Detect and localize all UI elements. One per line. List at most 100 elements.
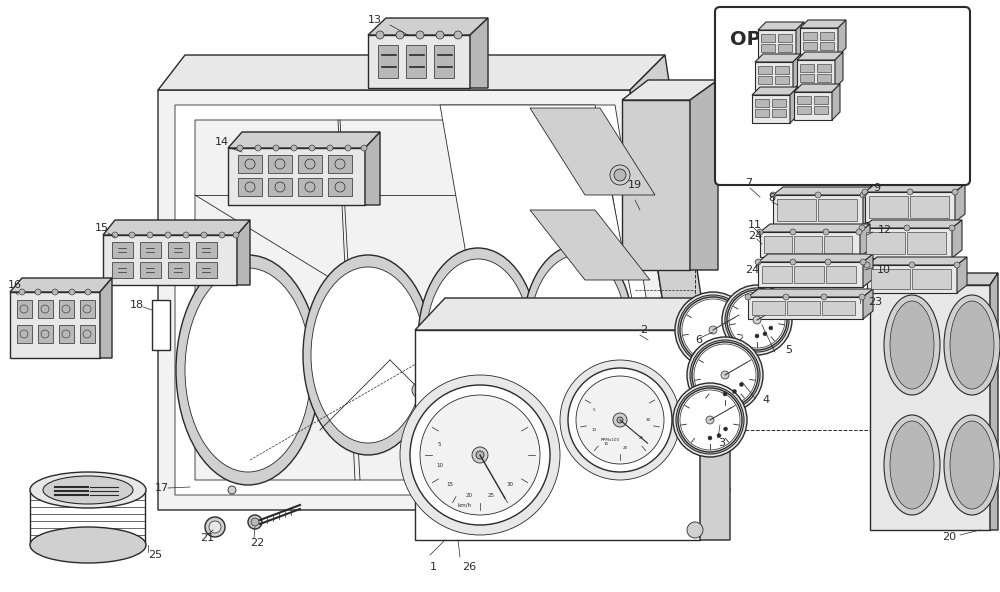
Polygon shape xyxy=(794,266,824,283)
Ellipse shape xyxy=(454,31,462,39)
Polygon shape xyxy=(152,300,170,350)
Polygon shape xyxy=(168,262,189,278)
Polygon shape xyxy=(797,106,811,114)
Ellipse shape xyxy=(273,145,279,151)
Text: 13: 13 xyxy=(368,15,382,25)
Polygon shape xyxy=(755,99,769,107)
Ellipse shape xyxy=(954,262,960,268)
Polygon shape xyxy=(824,236,852,253)
Polygon shape xyxy=(761,34,775,42)
Text: 25: 25 xyxy=(487,493,494,498)
Polygon shape xyxy=(748,289,873,297)
Ellipse shape xyxy=(727,290,787,350)
Polygon shape xyxy=(797,60,835,88)
Polygon shape xyxy=(196,262,217,278)
Ellipse shape xyxy=(523,245,633,415)
Ellipse shape xyxy=(291,145,297,151)
Polygon shape xyxy=(758,254,873,262)
Polygon shape xyxy=(470,18,488,88)
Ellipse shape xyxy=(763,332,767,336)
Ellipse shape xyxy=(185,268,311,472)
Ellipse shape xyxy=(376,31,384,39)
Text: 9: 9 xyxy=(873,183,880,193)
Polygon shape xyxy=(758,30,796,58)
Polygon shape xyxy=(195,120,660,480)
Ellipse shape xyxy=(560,360,680,480)
Ellipse shape xyxy=(396,31,404,39)
Polygon shape xyxy=(797,52,843,60)
Ellipse shape xyxy=(255,145,261,151)
Polygon shape xyxy=(758,22,804,30)
Polygon shape xyxy=(772,99,786,107)
Ellipse shape xyxy=(721,371,729,379)
Text: 2: 2 xyxy=(640,325,647,335)
Polygon shape xyxy=(38,325,53,343)
Ellipse shape xyxy=(30,472,146,508)
Ellipse shape xyxy=(790,229,796,235)
Polygon shape xyxy=(622,80,718,100)
Polygon shape xyxy=(912,269,951,289)
Text: 20: 20 xyxy=(942,532,956,542)
Polygon shape xyxy=(775,66,789,74)
Ellipse shape xyxy=(690,340,760,410)
Polygon shape xyxy=(790,87,798,123)
Ellipse shape xyxy=(201,232,207,238)
Ellipse shape xyxy=(614,169,626,181)
Polygon shape xyxy=(803,32,817,40)
Polygon shape xyxy=(237,220,250,285)
Ellipse shape xyxy=(43,476,133,504)
Polygon shape xyxy=(415,298,730,330)
Polygon shape xyxy=(168,242,189,258)
Polygon shape xyxy=(17,300,32,318)
Ellipse shape xyxy=(770,192,776,198)
Ellipse shape xyxy=(436,31,444,39)
Ellipse shape xyxy=(361,145,367,151)
Polygon shape xyxy=(140,262,161,278)
Polygon shape xyxy=(778,34,792,42)
Polygon shape xyxy=(794,84,840,92)
Ellipse shape xyxy=(950,421,994,509)
Polygon shape xyxy=(800,74,814,82)
Text: km/h: km/h xyxy=(458,503,472,507)
Ellipse shape xyxy=(694,344,756,406)
Ellipse shape xyxy=(676,386,744,454)
Text: 25: 25 xyxy=(148,550,162,560)
Polygon shape xyxy=(772,109,786,117)
Ellipse shape xyxy=(568,368,672,472)
Text: 1: 1 xyxy=(430,562,437,572)
Polygon shape xyxy=(867,265,957,293)
Ellipse shape xyxy=(944,295,1000,395)
Ellipse shape xyxy=(412,382,428,398)
Ellipse shape xyxy=(209,521,221,533)
Ellipse shape xyxy=(52,289,58,295)
Polygon shape xyxy=(752,87,798,95)
Ellipse shape xyxy=(753,316,761,324)
Polygon shape xyxy=(158,90,695,510)
Polygon shape xyxy=(800,28,838,56)
Polygon shape xyxy=(817,64,831,72)
Polygon shape xyxy=(796,22,804,58)
Ellipse shape xyxy=(613,413,627,427)
Text: 5: 5 xyxy=(592,408,595,413)
Text: 15: 15 xyxy=(95,223,109,233)
Ellipse shape xyxy=(576,376,664,464)
Polygon shape xyxy=(835,52,843,88)
Polygon shape xyxy=(530,108,655,195)
Ellipse shape xyxy=(675,292,751,368)
Polygon shape xyxy=(793,54,801,90)
Ellipse shape xyxy=(739,382,743,387)
Polygon shape xyxy=(748,297,863,319)
Polygon shape xyxy=(365,132,380,205)
Polygon shape xyxy=(328,155,352,173)
Text: OPT: OPT xyxy=(730,30,774,49)
Ellipse shape xyxy=(309,145,315,151)
Ellipse shape xyxy=(724,427,728,431)
Ellipse shape xyxy=(825,259,831,265)
Ellipse shape xyxy=(859,294,865,300)
Text: 10: 10 xyxy=(436,464,443,468)
Ellipse shape xyxy=(418,248,538,432)
FancyBboxPatch shape xyxy=(715,7,970,185)
Ellipse shape xyxy=(183,232,189,238)
Polygon shape xyxy=(415,330,700,540)
Text: 5: 5 xyxy=(785,345,792,355)
